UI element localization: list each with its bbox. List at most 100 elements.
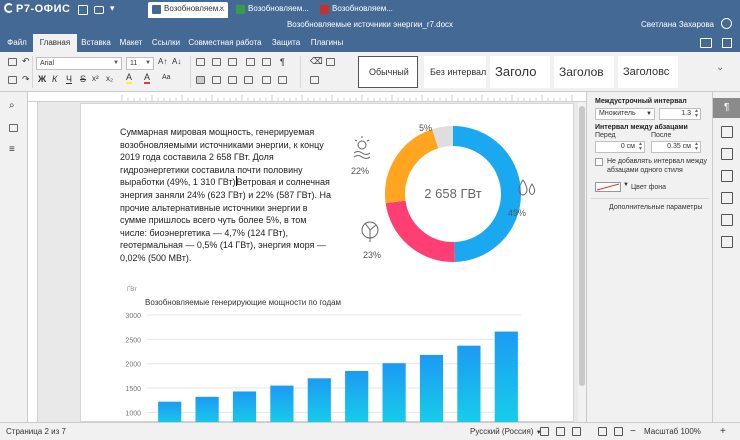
search-icon[interactable]: ⌕ [9,100,15,111]
navigation-icon[interactable]: ≡ [9,144,15,155]
vertical-ruler[interactable] [28,102,38,422]
menu-protection[interactable]: Защита [271,38,301,47]
user-icon[interactable] [721,18,732,29]
scrollbar-thumb[interactable] [579,106,585,386]
language-icon[interactable] [540,427,549,436]
align-left-icon[interactable] [196,76,205,84]
settings-icon[interactable] [722,38,732,48]
menu-plugins[interactable]: Плагины [310,38,344,47]
subscript-button[interactable]: x₂ [106,74,114,83]
open-folder-icon[interactable] [700,38,712,48]
save-icon[interactable] [78,5,88,15]
chevron-down-icon[interactable]: ▾ [110,3,115,13]
increase-indent-icon[interactable] [262,58,271,66]
horizontal-ruler[interactable] [28,92,586,102]
donut-chart[interactable]: 2 658 ГВт 49% 23% 22% 5% [343,118,563,268]
chevron-down-icon[interactable]: ▼ [623,182,629,188]
bar-7[interactable] [419,354,444,427]
signature-tab[interactable] [721,236,733,248]
donut-slice-3[interactable] [385,126,521,262]
select-all-icon[interactable] [326,58,335,66]
paragraph-settings-tab[interactable]: ¶ [713,98,740,118]
clear-format-icon[interactable]: ⌫ [310,56,323,66]
bar-chart[interactable]: 3000 2500 2000 1500 1000 [111,309,531,427]
close-icon[interactable]: × [219,4,224,13]
background-color-picker[interactable] [595,182,621,192]
line-spacing-mode-select[interactable]: Множитель ▼ [595,108,655,120]
doc-tab-3[interactable]: Возобновляем... [316,2,396,16]
bar-4[interactable] [307,378,331,427]
document-paragraph[interactable]: Суммарная мировая мощность, генерируемая… [120,126,332,265]
strikethrough-button[interactable]: S [80,74,87,84]
advanced-settings-link[interactable]: Дополнительные параметры [609,204,703,211]
bold-button[interactable]: Ж [38,74,47,84]
stepper-icon[interactable]: ▲ ▼ [638,141,643,152]
stepper-icon[interactable]: ▲ ▼ [694,108,699,119]
copy-style-icon[interactable] [310,76,319,84]
fit-width-icon[interactable] [614,427,623,436]
shading-icon[interactable] [278,76,287,84]
font-name-select[interactable]: Arial ▼ [36,57,122,70]
italic-button[interactable]: К [52,74,58,84]
menu-layout[interactable]: Макет [119,38,143,47]
menu-references[interactable]: Ссылки [151,38,181,47]
bulleted-list-icon[interactable] [196,58,205,66]
donut-slice-1[interactable] [385,126,521,262]
style-heading-2[interactable]: Заголов [554,56,614,88]
chart-settings-tab[interactable] [721,192,733,204]
comments-icon[interactable] [9,124,18,132]
spellcheck-icon[interactable] [556,427,565,436]
bar-2[interactable] [232,391,257,427]
style-normal[interactable]: Обычный [358,56,418,88]
menu-insert[interactable]: Вставка [81,38,111,47]
align-justify-icon[interactable] [244,76,253,84]
align-right-icon[interactable] [228,76,237,84]
font-size-select[interactable]: 11 ▼ [126,57,154,70]
bar-9[interactable] [494,331,518,427]
line-spacing-icon[interactable] [262,76,271,84]
numbered-list-icon[interactable] [212,58,221,66]
document-page[interactable]: Суммарная мировая мощность, генерируемая… [80,103,574,427]
fit-page-icon[interactable] [598,427,607,436]
multilevel-list-icon[interactable] [228,58,237,66]
zoom-in-icon[interactable]: + [720,426,726,437]
undo-icon[interactable]: ↶ [22,56,30,66]
menu-collaboration[interactable]: Совместная работа [188,38,262,47]
change-case-icon[interactable]: Aa [162,74,171,81]
redo-icon[interactable]: ↷ [22,74,30,84]
bar-6[interactable] [382,363,406,427]
increase-font-icon[interactable]: A↑ [158,57,168,66]
font-color-button[interactable]: A [144,72,151,84]
stepper-icon[interactable]: ▲ ▼ [694,141,699,152]
bar-0[interactable] [158,401,182,427]
page-indicator[interactable]: Страница 2 из 7 [6,427,66,436]
underline-button[interactable]: Ч [66,74,72,84]
bar-3[interactable] [270,385,294,427]
style-no-spacing[interactable]: Без интервал [424,56,486,88]
menu-home[interactable]: Главная [33,34,77,52]
vertical-scrollbar[interactable] [578,102,586,422]
text-art-tab[interactable] [721,214,733,226]
doc-tab-2[interactable]: Возобновляем... [232,2,312,16]
pilcrow-icon[interactable]: ¶ [280,57,285,67]
bar-5[interactable] [345,371,369,427]
decrease-font-icon[interactable]: A↓ [172,57,182,66]
space-before-input[interactable]: 0 см ▲ ▼ [595,141,645,153]
bar-8[interactable] [457,345,481,427]
superscript-button[interactable]: x² [92,74,99,83]
donut-slice-2[interactable] [385,126,521,262]
header-footer-tab[interactable] [721,170,733,182]
copy-icon[interactable] [8,58,17,66]
menu-file[interactable]: Файл [7,38,27,47]
bar-1[interactable] [195,396,219,427]
print-icon[interactable] [94,6,104,14]
style-heading-3[interactable]: Заголовс [618,56,678,88]
zoom-out-icon[interactable]: − [630,426,636,437]
doc-tab-1[interactable]: Возобновляем... × [148,2,228,18]
decrease-indent-icon[interactable] [246,58,255,66]
paste-icon[interactable] [8,76,17,84]
space-after-input[interactable]: 0.35 см ▲ ▼ [651,141,701,153]
track-changes-icon[interactable] [572,427,581,436]
line-spacing-value-input[interactable]: 1.3 ▲ ▼ [659,108,701,120]
align-center-icon[interactable] [212,76,221,84]
